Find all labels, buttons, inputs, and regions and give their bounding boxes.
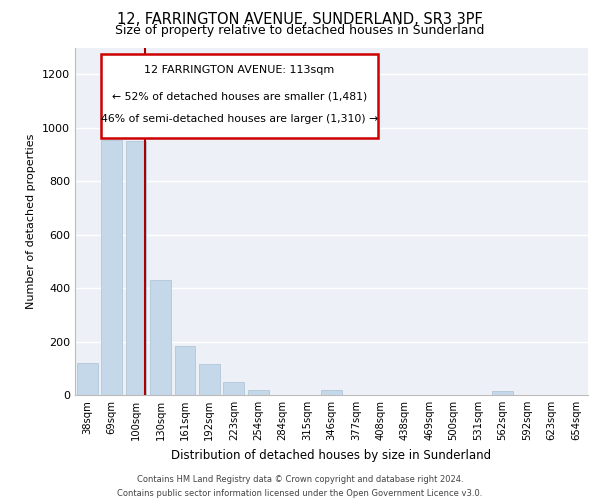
Text: ← 52% of detached houses are smaller (1,481): ← 52% of detached houses are smaller (1,… xyxy=(112,92,367,102)
Bar xyxy=(321,390,342,395)
Text: 12, FARRINGTON AVENUE, SUNDERLAND, SR3 3PF: 12, FARRINGTON AVENUE, SUNDERLAND, SR3 3… xyxy=(117,12,483,28)
Text: 12 FARRINGTON AVENUE: 113sqm: 12 FARRINGTON AVENUE: 113sqm xyxy=(144,65,334,75)
Text: 46% of semi-detached houses are larger (1,310) →: 46% of semi-detached houses are larger (… xyxy=(101,114,378,124)
Bar xyxy=(150,280,171,395)
Bar xyxy=(199,364,220,395)
Bar xyxy=(125,141,146,395)
Y-axis label: Number of detached properties: Number of detached properties xyxy=(26,134,37,309)
Bar xyxy=(101,140,122,395)
Bar xyxy=(248,390,269,395)
X-axis label: Distribution of detached houses by size in Sunderland: Distribution of detached houses by size … xyxy=(172,448,491,462)
Bar xyxy=(223,382,244,395)
Text: Contains HM Land Registry data © Crown copyright and database right 2024.
Contai: Contains HM Land Registry data © Crown c… xyxy=(118,476,482,498)
Bar xyxy=(175,346,196,395)
FancyBboxPatch shape xyxy=(101,54,377,138)
Bar xyxy=(492,391,513,395)
Text: Size of property relative to detached houses in Sunderland: Size of property relative to detached ho… xyxy=(115,24,485,37)
Bar xyxy=(77,363,98,395)
